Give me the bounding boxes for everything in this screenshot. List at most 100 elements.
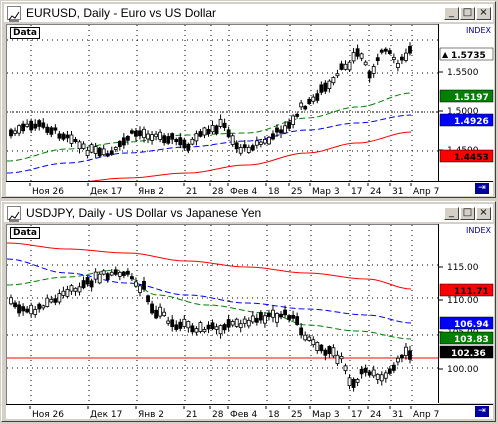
price-plot-area[interactable]: Data (6, 24, 439, 188)
candle-body (246, 319, 251, 327)
candle-body (359, 368, 364, 375)
candle-body (299, 102, 304, 108)
candle-body (142, 128, 146, 139)
scroll-end-icon: ⇥ (478, 183, 486, 193)
minimize-button[interactable]: _ (444, 7, 459, 20)
candle-body (125, 135, 130, 141)
time-tick-label: 24 (370, 187, 382, 197)
candle-body (339, 63, 344, 70)
candle-body (371, 369, 376, 377)
candle-body (162, 135, 167, 144)
candle-body (25, 308, 30, 313)
time-tick-label: 24 (370, 410, 382, 420)
time-tick-label: Ноя 26 (32, 187, 64, 197)
maximize-button[interactable]: □ (460, 207, 475, 220)
candle-body (287, 315, 291, 320)
time-tick-label: 31 (392, 187, 403, 197)
time-tick-label: Дек 17 (90, 187, 122, 197)
candle-body (105, 273, 110, 280)
price-badge (439, 113, 494, 127)
candle-body (9, 297, 13, 305)
candle-body (234, 318, 239, 327)
candle-body (303, 334, 308, 341)
candle-body (37, 120, 42, 127)
candle-body (391, 56, 396, 60)
candle-body (85, 149, 90, 156)
candle-body (93, 146, 98, 154)
candle-body (73, 139, 78, 143)
ma-fast-line (6, 92, 412, 162)
candle-body (395, 63, 400, 68)
candle-body (81, 143, 86, 149)
candle-body (170, 319, 175, 327)
candle-body (343, 63, 348, 70)
candle-body (194, 133, 199, 142)
ma-slow-line (6, 242, 412, 290)
candle-body (323, 82, 328, 92)
candle-body (190, 138, 195, 145)
title-bar[interactable]: USDJPY, Daily - US Dollar vs Japanese Ye… (4, 204, 493, 222)
usdjpy-chart-window[interactable]: USDJPY, Daily - US Dollar vs Japanese Ye… (1, 201, 496, 422)
candle-body (202, 127, 207, 136)
time-tick-label: Дек 17 (90, 410, 122, 420)
candle-body (351, 52, 356, 62)
candle-body (45, 126, 50, 133)
maximize-button[interactable]: □ (460, 7, 475, 20)
minimize-icon: _ (449, 7, 454, 18)
title-bar[interactable]: EURUSD, Daily - Euro vs US Dollar _ □ × (4, 4, 493, 22)
candle-body (218, 325, 223, 335)
candle-body (73, 287, 78, 292)
index-label: INDEX (463, 26, 493, 35)
candle-body (150, 303, 154, 314)
candle-body (61, 290, 66, 296)
candle-body (363, 367, 368, 373)
candle-body (226, 129, 231, 138)
candle-body (170, 133, 175, 140)
maximize-icon: □ (462, 7, 473, 18)
price-scale: INDEX 115.00110.00105.00100.00111.71106.… (438, 224, 494, 403)
candle-body (275, 313, 279, 323)
candle-body (33, 123, 38, 129)
candle-body (291, 314, 296, 319)
candle-body (125, 270, 130, 275)
candle-body (65, 134, 70, 139)
scale-tick-label: 1.5500 (447, 68, 479, 78)
price-badge (439, 316, 494, 330)
candle-body (97, 147, 102, 157)
candle-body (162, 311, 167, 317)
close-button[interactable]: × (476, 207, 491, 220)
candle-body (335, 73, 340, 77)
candle-body (234, 142, 239, 150)
scale-tick-label: 115.00 (447, 263, 479, 273)
minimize-button[interactable]: _ (444, 207, 459, 220)
candle-body (69, 285, 74, 292)
time-tick-label: Мар 3 (312, 410, 340, 420)
time-tick-label: 21 (186, 410, 197, 420)
price-badge (439, 89, 494, 103)
candle-body (387, 368, 392, 374)
candle-body (331, 347, 336, 357)
candle-body (9, 129, 13, 137)
close-button[interactable]: × (476, 7, 491, 20)
candle-body (142, 281, 146, 290)
candle-body (395, 357, 400, 363)
scroll-end-button[interactable]: ⇥ (475, 406, 489, 417)
candle-body (307, 336, 312, 341)
candle-body (327, 80, 332, 89)
price-badge (439, 283, 494, 297)
ma-mid-line (6, 258, 412, 324)
candle-body (271, 133, 275, 140)
candle-body (113, 147, 118, 150)
candle-body (202, 329, 207, 333)
candle-body (363, 61, 368, 66)
candle-body (89, 280, 94, 288)
candle-body (299, 327, 304, 336)
price-badge (439, 345, 494, 359)
price-plot-area[interactable]: Data (6, 224, 439, 404)
data-label: Data (10, 227, 40, 239)
eurusd-chart-window[interactable]: EURUSD, Daily - Euro vs US Dollar _ □ × … (1, 1, 496, 198)
scroll-end-button[interactable]: ⇥ (475, 183, 489, 194)
candle-body (242, 318, 247, 324)
candle-body (198, 131, 203, 137)
candle-body (323, 349, 328, 356)
